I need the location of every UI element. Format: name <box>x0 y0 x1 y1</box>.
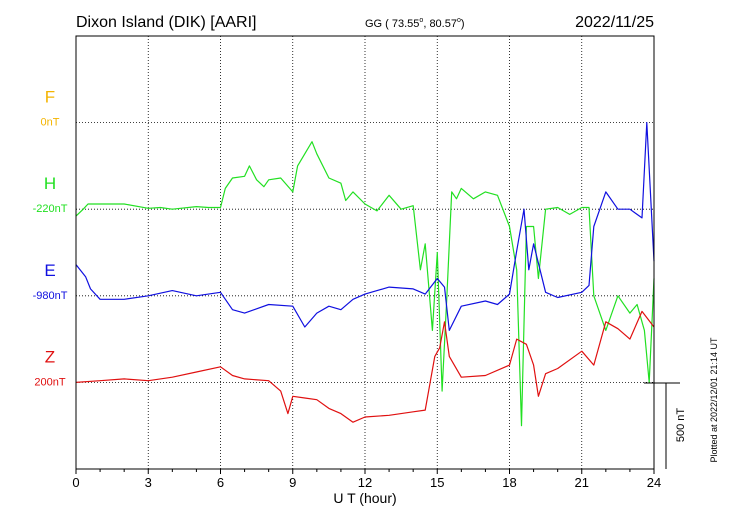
series-lines <box>75 121 655 427</box>
channel-baseline: -980nT <box>33 290 68 302</box>
x-tick-label: 15 <box>430 475 444 490</box>
channel-name: F <box>45 88 55 107</box>
channel-e-label-group: E -980nT <box>33 261 68 302</box>
channel-baseline: 0nT <box>41 117 60 129</box>
series-line-e <box>75 121 655 331</box>
channel-baseline: -220nT <box>33 203 68 215</box>
channel-name: E <box>44 261 55 280</box>
channel-h-label-group: H -220nT <box>33 174 68 215</box>
chart-title: Dixon Island (DIK) [AARI] <box>76 14 257 31</box>
series-line-h <box>75 141 655 427</box>
channel-z-label-group: Z 200nT <box>34 347 65 388</box>
x-tick-label: 0 <box>72 475 79 490</box>
x-tick-label: 6 <box>217 475 224 490</box>
x-tick-label: 18 <box>502 475 516 490</box>
channel-name: Z <box>45 347 55 366</box>
station-coordinates: GG ( 73.55o, 80.57o) <box>365 17 465 30</box>
x-tick-label: 9 <box>289 475 296 490</box>
grid <box>76 36 654 469</box>
scale-bar-label: 500 nT <box>675 408 687 443</box>
x-tick-label: 3 <box>145 475 152 490</box>
scale-bar: 500 nT <box>644 382 687 469</box>
channel-name: H <box>44 174 56 193</box>
plotted-note: Plotted at 2022/12/01 21:14 UT <box>709 337 719 463</box>
x-axis-label: U T (hour) <box>333 490 396 506</box>
channel-baseline: 200nT <box>34 376 65 388</box>
x-tick-label: 12 <box>358 475 372 490</box>
x-axis-ticks: 0 3 6 9 12 15 18 21 24 <box>72 469 661 490</box>
series-line-z <box>75 310 655 423</box>
channel-f-label-group: F 0nT <box>41 88 60 129</box>
channel-labels: F 0nT H -220nT E -980nT Z 200nT <box>33 88 68 389</box>
x-tick-label: 21 <box>575 475 589 490</box>
x-tick-label: 24 <box>647 475 661 490</box>
chart-date: 2022/11/25 <box>575 14 654 31</box>
